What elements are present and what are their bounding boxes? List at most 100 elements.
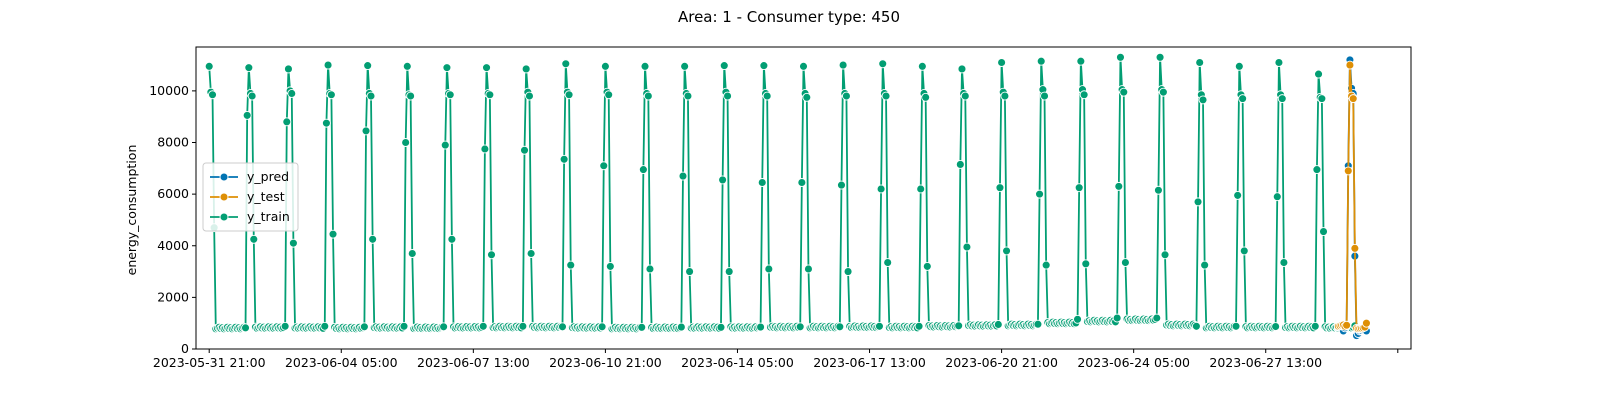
data-point-y_train-651 [1280,259,1288,267]
data-point-y_train-26 [248,92,256,100]
series-y_test [1334,61,1370,333]
data-point-y_train-286 [677,323,685,331]
data-point-y_test-7 [1346,61,1354,69]
data-point-y_train-503 [1036,190,1044,198]
data-point-y_train-22 [242,324,250,332]
data-point-y_train-504 [1037,57,1045,65]
data-point-y_train-119 [402,139,410,147]
data-point-y_train-215 [560,155,568,163]
data-point-y_train-406 [875,322,883,330]
data-point-y_train-646 [1272,323,1280,331]
x-tick-label-6: 2023-06-20 21:00 [945,355,1058,370]
data-point-y_train-334 [757,323,765,331]
data-point-y_train-72 [324,61,332,69]
data-point-y_test-5 [1343,321,1351,329]
data-point-y_train-46 [281,322,289,330]
x-tick-label-7: 2023-06-24 05:00 [1077,355,1190,370]
data-point-y_train-407 [877,185,885,193]
data-point-y_train-358 [796,323,804,331]
data-point-y_train-339 [765,265,773,273]
data-point-y_train-623 [1234,191,1242,199]
legend-label-y_train: y_train [247,209,290,224]
data-point-y_train-95 [362,127,370,135]
data-point-y_train-315 [725,268,733,276]
data-point-y_train-262 [638,323,646,331]
data-point-y_train-458 [961,92,969,100]
data-point-y_train-647 [1273,193,1281,201]
data-point-y_train-554 [1120,88,1128,96]
data-point-y_train-482 [1001,92,1009,100]
data-point-y_train-531 [1082,260,1090,268]
data-point-y_train-384 [839,61,847,69]
data-point-y_train-363 [804,265,812,273]
x-tick-label-4: 2023-06-14 05:00 [681,355,794,370]
data-point-y_train-312 [720,62,728,70]
data-point-y_train-27 [250,235,258,243]
legend-marker-y_test [220,193,228,201]
data-point-y_train-574 [1153,314,1161,322]
data-point-y_train-578 [1159,88,1167,96]
data-point-y_train-71 [322,119,330,127]
data-point-y_train-51 [289,239,297,247]
data-point-y_train-671 [1313,166,1321,174]
data-point-y_train-335 [758,179,766,187]
y-tick-label-3: 6000 [157,186,189,201]
x-tick-label-8: 2023-06-27 13:00 [1209,355,1322,370]
y-tick-label-5: 10000 [149,83,189,98]
data-point-y_train-214 [558,323,566,331]
legend-label-y_pred: y_pred [247,169,289,184]
data-point-y_train-551 [1115,182,1123,190]
data-point-y_train-24 [245,64,253,72]
data-point-y_train-408 [879,60,887,68]
data-point-y_train-555 [1121,259,1129,267]
data-point-y_train-287 [679,172,687,180]
data-point-y_train-626 [1239,95,1247,103]
data-point-y_train-602 [1199,96,1207,104]
data-point-y_train-600 [1196,58,1204,66]
x-tick-label-3: 2023-06-10 21:00 [549,355,662,370]
data-point-y_train-143 [441,141,449,149]
data-point-y_train-96 [364,62,372,70]
data-point-y_train-240 [601,62,609,70]
data-point-y_train-672 [1315,70,1323,78]
data-point-y_train-195 [527,250,535,258]
y-tick-label-0: 0 [181,341,189,356]
data-point-y_train-190 [519,322,527,330]
data-point-y_train-431 [917,185,925,193]
y-tick-label-4: 8000 [157,135,189,150]
data-point-y_train-0 [205,62,213,70]
legend-label-y_test: y_test [247,189,285,204]
chart-title: Area: 1 - Consumer type: 450 [678,8,900,26]
data-point-y_train-598 [1192,322,1200,330]
data-point-y_train-23 [243,111,251,119]
data-point-y_train-675 [1320,228,1328,236]
data-point-y_train-118 [400,322,408,330]
data-point-y_train-310 [717,323,725,331]
y-axis-label: energy_consumption [124,145,139,276]
plot-area: 0 2000 4000 6000 8000 10000 2023-05-31 21:00 20… [149,47,1411,370]
data-point-y_train-142 [440,323,448,331]
data-point-y_train-411 [884,259,892,267]
data-point-y_train-599 [1194,198,1202,206]
data-point-y_train-410 [882,92,890,100]
data-point-y_train-360 [800,62,808,70]
data-point-y_train-314 [724,92,732,100]
data-point-y_train-98 [367,92,375,100]
data-point-y_train-94 [360,323,368,331]
data-point-y_train-239 [600,162,608,170]
data-point-y_train-483 [1003,247,1011,255]
data-point-y_train-530 [1080,91,1088,99]
data-point-y_train-219 [567,261,575,269]
legend-marker-y_pred [220,173,228,181]
data-point-y_train-216 [562,60,570,68]
y-tick-label-2: 4000 [157,238,189,253]
data-point-y_train-167 [481,145,489,153]
data-point-y_train-435 [923,262,931,270]
data-point-y_train-507 [1042,261,1050,269]
data-point-y_train-146 [446,91,454,99]
data-point-y_train-170 [486,91,494,99]
data-point-y_train-579 [1161,251,1169,259]
data-point-y_train-502 [1034,320,1042,328]
data-point-y_train-338 [763,92,771,100]
data-point-y_train-478 [994,320,1002,328]
